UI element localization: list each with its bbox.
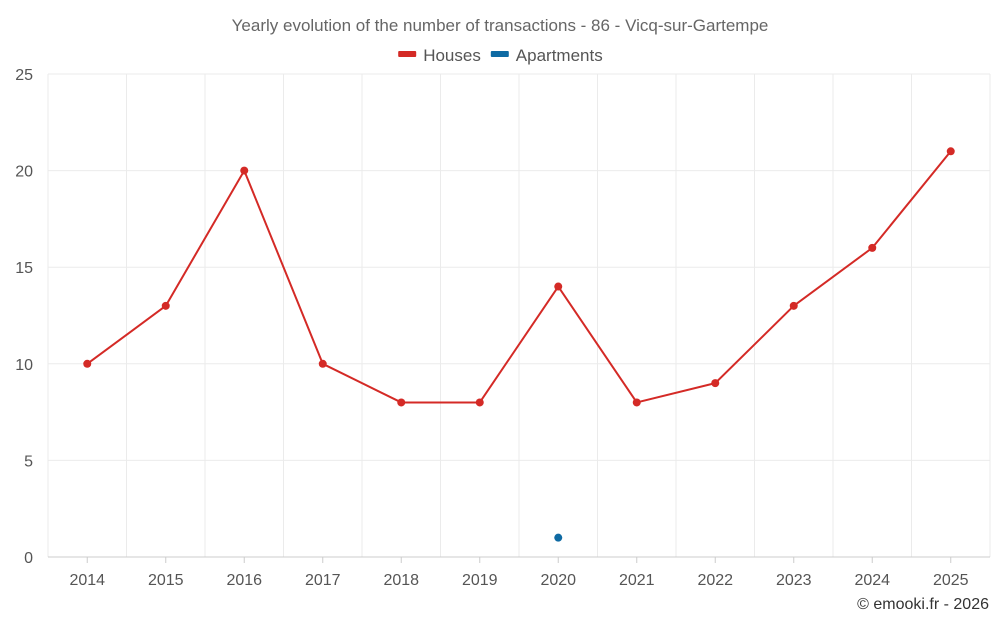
y-tick-label: 0 [24, 550, 33, 567]
y-tick-label: 10 [15, 357, 33, 374]
data-point [161, 301, 170, 310]
data-point [946, 147, 955, 156]
y-tick-label: 5 [24, 453, 33, 470]
data-point [318, 359, 327, 368]
data-point [83, 359, 92, 368]
data-point [397, 398, 406, 407]
grid [47, 73, 991, 558]
legend: Houses Apartments [398, 46, 603, 65]
x-tick-label: 2025 [933, 572, 969, 589]
x-tick-label: 2018 [383, 572, 419, 589]
series-line [86, 150, 952, 404]
legend-label: Apartments [516, 46, 603, 65]
x-tick-label: 2020 [540, 572, 576, 589]
data-point [868, 243, 877, 252]
legend-swatch [398, 51, 417, 57]
y-axis: 0 5 10 15 20 25 [15, 67, 33, 567]
x-tick-label: 2017 [305, 572, 341, 589]
x-tick-label: 2021 [619, 572, 655, 589]
credit-text: © emooki.fr - 2026 [857, 596, 989, 613]
data-point [711, 379, 720, 388]
x-tick-label: 2016 [226, 572, 262, 589]
legend-swatch [490, 51, 509, 57]
x-tick-label: 2023 [776, 572, 812, 589]
series-houses [83, 147, 955, 407]
y-tick-label: 20 [15, 164, 33, 181]
x-axis: 2014 2015 2016 2017 2018 2019 2020 2021 2022 2023… [48, 556, 990, 589]
x-tick-label: 2015 [148, 572, 184, 589]
x-tick-label: 2022 [697, 572, 733, 589]
data-point [240, 166, 249, 175]
legend-label: Houses [423, 46, 481, 65]
series-apartments [554, 533, 563, 542]
series-group [83, 147, 955, 542]
data-point [475, 398, 484, 407]
legend-item-apartments: Apartments [490, 46, 603, 65]
y-tick-label: 25 [15, 67, 33, 84]
chart-title: Yearly evolution of the number of transa… [232, 16, 769, 35]
x-tick-label: 2014 [69, 572, 105, 589]
data-point [789, 301, 798, 310]
data-point [632, 398, 641, 407]
y-tick-label: 15 [15, 260, 33, 277]
data-point [554, 533, 563, 542]
data-point [554, 282, 563, 291]
legend-item-houses: Houses [398, 46, 481, 65]
x-tick-label: 2019 [462, 572, 498, 589]
x-tick-label: 2024 [854, 572, 890, 589]
